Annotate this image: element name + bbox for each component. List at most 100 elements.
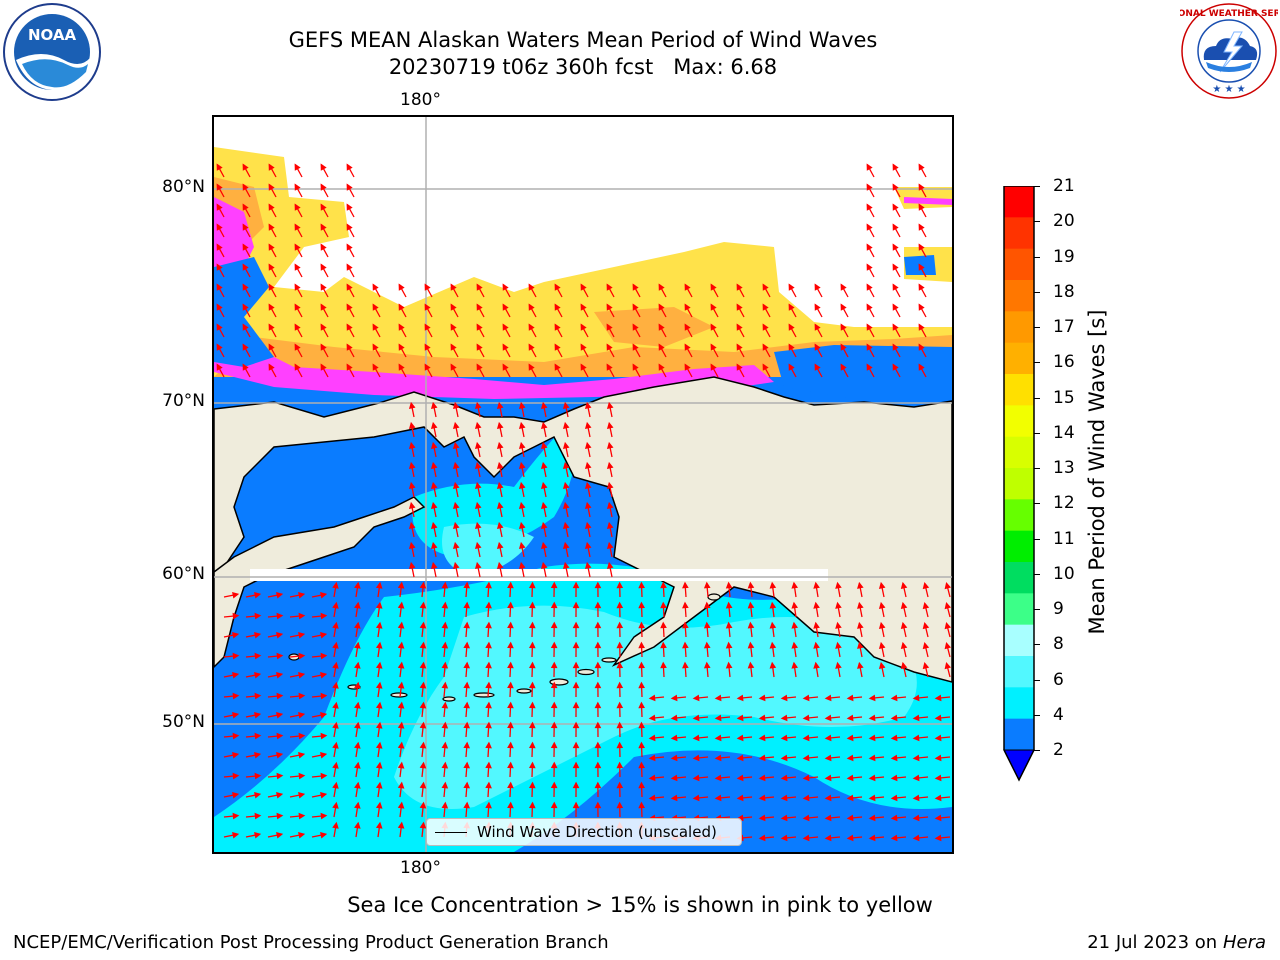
wave-arrow-head bbox=[550, 601, 558, 609]
wave-arrow-head bbox=[892, 163, 899, 171]
wave-arrow-head bbox=[802, 734, 810, 742]
wave-arrow-head bbox=[502, 363, 509, 371]
colorbar-segment bbox=[1004, 468, 1034, 500]
chart-subtitle: 20230719 t06z 360h fcst Max: 6.68 bbox=[388, 55, 778, 79]
wave-arrow-head bbox=[276, 772, 284, 780]
wave-arrow-head bbox=[550, 681, 558, 689]
wave-arrow-head bbox=[684, 283, 691, 291]
wave-arrow-head bbox=[606, 501, 614, 509]
wave-arrow-head bbox=[714, 714, 722, 722]
wave-arrow-head bbox=[346, 303, 353, 311]
wave-arrow-head bbox=[868, 834, 876, 842]
wave-arrow-head bbox=[736, 303, 743, 311]
wave-arrow-head bbox=[485, 641, 492, 649]
wave-arrow-head bbox=[254, 631, 262, 639]
wave-arrow-head bbox=[346, 283, 353, 291]
wave-arrow-head bbox=[840, 283, 847, 291]
wave-arrow-head bbox=[788, 283, 795, 291]
wave-arrow-head bbox=[814, 323, 821, 331]
wave-arrow-head bbox=[922, 581, 930, 590]
wave-arrow-head bbox=[660, 661, 667, 669]
wave-arrow-head bbox=[276, 652, 284, 660]
wave-arrow-head bbox=[814, 283, 821, 291]
wave-arrow-head bbox=[408, 561, 416, 569]
wave-arrow-head bbox=[254, 732, 262, 740]
wave-arrow-head bbox=[572, 601, 580, 609]
colorbar-segment bbox=[1004, 342, 1034, 375]
wave-arrow-head bbox=[276, 591, 284, 599]
wave-arrow-head bbox=[648, 774, 656, 782]
wave-arrow-head bbox=[835, 601, 842, 609]
ice-yellow bbox=[214, 147, 952, 377]
wave-arrow-head bbox=[452, 501, 460, 509]
wave-arrow-head bbox=[660, 621, 667, 629]
wave-arrow-head bbox=[540, 501, 548, 509]
wave-arrow-head bbox=[562, 461, 570, 469]
wave-arrow-head bbox=[934, 834, 942, 842]
wave-arrow-head bbox=[580, 303, 587, 311]
water-ne-patch bbox=[774, 345, 952, 402]
wave-arrow-head bbox=[890, 774, 898, 782]
wave-arrow-head bbox=[638, 661, 645, 669]
wave-arrow-head bbox=[242, 243, 249, 251]
wave-arrow-head bbox=[450, 303, 457, 311]
wave-arrow-head bbox=[496, 441, 504, 449]
wave-arrow-head bbox=[692, 794, 700, 802]
wave-arrow-head bbox=[419, 601, 427, 609]
wave-arrow-head bbox=[632, 363, 639, 371]
noaa-logo-text: NOAA bbox=[28, 26, 77, 44]
wave-arrow-head bbox=[934, 794, 942, 802]
wave-arrow-head bbox=[320, 671, 328, 679]
wave-arrow-head bbox=[692, 754, 700, 762]
wave-arrow-head bbox=[616, 661, 624, 669]
colorbar-tick-label: 6 bbox=[1053, 669, 1064, 690]
wave-arrow-head bbox=[934, 714, 942, 722]
wave-arrow-head bbox=[528, 641, 536, 649]
wave-arrow-head bbox=[934, 734, 942, 742]
wave-arrow-head bbox=[638, 761, 645, 769]
colorbar-tick-mark bbox=[1034, 573, 1040, 575]
wave-arrow-head bbox=[866, 183, 873, 191]
wave-arrow-head bbox=[725, 621, 733, 629]
wave-arrow-head bbox=[670, 794, 678, 802]
wave-arrow-head bbox=[866, 283, 873, 291]
wave-arrow-head bbox=[606, 561, 614, 569]
wave-arrow-head bbox=[216, 263, 223, 271]
wave-arrow-head bbox=[857, 601, 864, 609]
wave-arrow-head bbox=[934, 754, 942, 762]
wave-arrow-head bbox=[780, 814, 788, 822]
wave-arrow-head bbox=[762, 283, 769, 291]
wave-arrow-head bbox=[496, 481, 504, 489]
wave-arrow-head bbox=[840, 363, 847, 371]
wave-arrow-head bbox=[441, 701, 449, 709]
wave-arrow-head bbox=[918, 183, 925, 191]
wave-arrow-head bbox=[892, 343, 899, 351]
wave-arrow-head bbox=[900, 581, 908, 590]
wave-arrow-head bbox=[892, 203, 899, 211]
colorbar-segment bbox=[1004, 593, 1034, 626]
colorbar-tick-label: 11 bbox=[1053, 528, 1075, 549]
gulf-white-strip bbox=[250, 569, 828, 581]
wave-arrow-head bbox=[658, 323, 665, 331]
colorbar bbox=[1000, 185, 1040, 786]
wave-arrow-head bbox=[518, 401, 526, 409]
wave-arrow-head bbox=[268, 303, 275, 311]
wave-arrow-head bbox=[747, 661, 755, 669]
wave-arrow-head bbox=[375, 741, 383, 749]
wave-arrow-head bbox=[294, 283, 301, 291]
wave-arrow-head bbox=[918, 323, 925, 331]
wave-arrow-head bbox=[562, 561, 570, 569]
wave-arrow-head bbox=[892, 223, 899, 231]
wave-arrow-head bbox=[354, 661, 361, 669]
wave-arrow-head bbox=[758, 734, 766, 742]
wave-arrow-head bbox=[840, 343, 847, 351]
wave-arrow-head bbox=[682, 641, 689, 649]
wave-arrow-head bbox=[638, 781, 645, 789]
wave-arrow-head bbox=[550, 721, 558, 729]
wave-arrow-head bbox=[496, 401, 504, 409]
wave-arrow-head bbox=[320, 303, 327, 311]
wave-arrow-head bbox=[632, 343, 639, 351]
wave-arrow-head bbox=[397, 581, 405, 589]
wave-arrow-head bbox=[232, 751, 240, 759]
wave-arrow-head bbox=[890, 834, 898, 842]
